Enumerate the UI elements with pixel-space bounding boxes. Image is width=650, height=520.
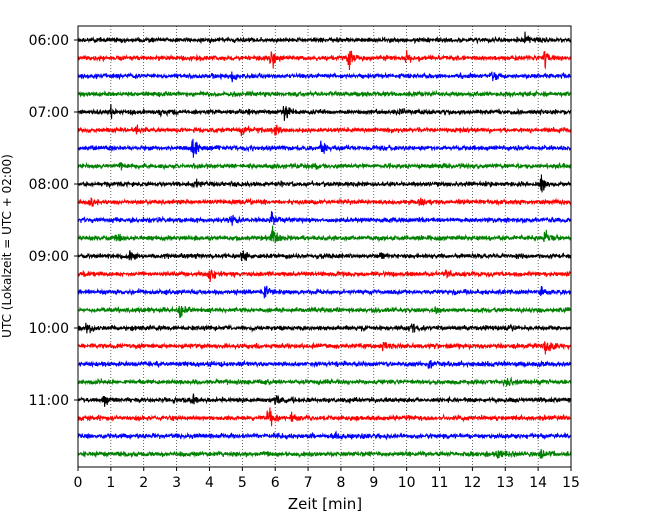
x-tick-label: 4	[205, 475, 214, 491]
trace-06:15	[78, 50, 571, 70]
trace-09:30	[78, 285, 571, 299]
trace-07:15	[78, 123, 571, 137]
trace-11:15	[78, 407, 571, 427]
y-tick-label: 07:00	[29, 105, 69, 121]
trace-11:30	[78, 430, 571, 441]
x-tick-label: 12	[463, 475, 481, 491]
x-axis-label: Zeit [min]	[288, 495, 362, 513]
trace-11:45	[78, 448, 571, 459]
x-tick-label: 3	[172, 475, 181, 491]
x-tick-label: 5	[238, 475, 247, 491]
x-tick-label: 15	[562, 475, 580, 491]
trace-09:00	[78, 250, 571, 262]
trace-08:15	[78, 197, 571, 207]
trace-07:30	[78, 138, 571, 158]
x-tick-label: 7	[304, 475, 313, 491]
trace-08:30	[78, 211, 571, 226]
y-tick-label: 08:00	[29, 177, 69, 193]
trace-07:00	[78, 103, 571, 121]
y-tick-label: 06:00	[29, 33, 69, 49]
x-tick-label: 9	[369, 475, 378, 491]
trace-09:45	[78, 305, 571, 319]
trace-06:45	[78, 89, 571, 99]
trace-10:30	[78, 359, 571, 369]
x-tick-label: 1	[106, 475, 115, 491]
x-tick-label: 11	[431, 475, 449, 491]
plot-area	[77, 25, 572, 468]
trace-08:00	[78, 174, 571, 193]
x-tick-label: 8	[336, 475, 345, 491]
x-tick-label: 6	[271, 475, 280, 491]
trace-10:00	[78, 322, 571, 334]
y-axis-label: UTC (Lokalzeit = UTC + 02:00)	[0, 154, 14, 338]
x-tick-label: 13	[496, 475, 514, 491]
trace-11:00	[78, 392, 571, 407]
y-tick-label: 10:00	[29, 321, 69, 337]
trace-07:45	[78, 161, 571, 171]
trace-06:00	[78, 31, 571, 45]
trace-06:30	[78, 71, 571, 83]
plot-frame	[77, 25, 572, 468]
trace-10:15	[78, 341, 571, 355]
trace-09:15	[78, 268, 571, 282]
x-tick-label: 14	[529, 475, 547, 491]
trace-08:45	[78, 225, 571, 244]
x-tick-label: 2	[139, 475, 148, 491]
y-tick-label: 09:00	[29, 249, 69, 265]
trace-10:45	[78, 376, 571, 388]
x-axis: 0 1 2 3 4 5 6 7 8 9 10 11 12 13 14 15	[74, 467, 580, 491]
y-axis: 06:00 07:00 08:00 09:00 10:00 11:00	[29, 33, 78, 409]
trace-group	[78, 31, 571, 459]
x-tick-label: 10	[398, 475, 416, 491]
y-tick-label: 11:00	[29, 393, 69, 409]
x-tick-label: 0	[74, 475, 83, 491]
